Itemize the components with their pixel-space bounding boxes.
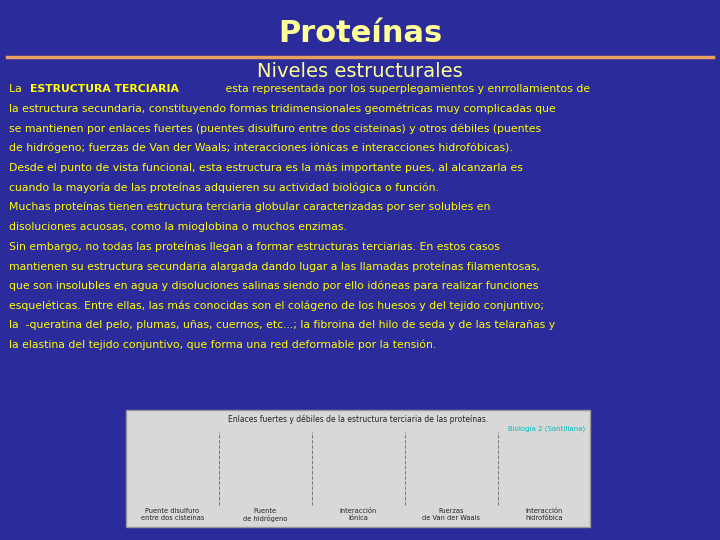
Text: Muchas proteínas tienen estructura terciaria globular caracterizadas por ser sol: Muchas proteínas tienen estructura terci…	[9, 202, 490, 212]
Text: la elastina del tejido conjuntivo, que forma una red deformable por la tensión.: la elastina del tejido conjuntivo, que f…	[9, 340, 436, 350]
Text: Biología 2 (Santillana): Biología 2 (Santillana)	[508, 426, 585, 433]
Text: Proteínas: Proteínas	[278, 19, 442, 48]
Text: se mantienen por enlaces fuertes (puentes disulfuro entre dos cisteinas) y otros: se mantienen por enlaces fuertes (puente…	[9, 123, 541, 133]
Text: que son insolubles en agua y disoluciones salinas siendo por ello idóneas para r: que son insolubles en agua y disolucione…	[9, 281, 538, 291]
Text: La: La	[9, 84, 25, 94]
Text: de hidrógeno; fuerzas de Van der Waals; interacciones iónicas e interacciones hi: de hidrógeno; fuerzas de Van der Waals; …	[9, 143, 513, 153]
Text: Niveles estructurales: Niveles estructurales	[257, 62, 463, 81]
Text: Interacción
iónica: Interacción iónica	[340, 508, 377, 521]
Text: Puente disulfuro
entre dos cisteínas: Puente disulfuro entre dos cisteínas	[140, 508, 204, 521]
Text: Desde el punto de vista funcional, esta estructura es la más importante pues, al: Desde el punto de vista funcional, esta …	[9, 163, 523, 173]
FancyBboxPatch shape	[126, 410, 590, 526]
Text: la  -queratina del pelo, plumas, uñas, cuernos, etc...; la fibroina del hilo de : la -queratina del pelo, plumas, uñas, cu…	[9, 320, 555, 330]
Text: la estructura secundaria, constituyendo formas tridimensionales geométricas muy : la estructura secundaria, constituyendo …	[9, 104, 555, 114]
Text: Sin embargo, no todas las proteínas llegan a formar estructuras terciarias. En e: Sin embargo, no todas las proteínas lleg…	[9, 241, 500, 252]
Text: esqueléticas. Entre ellas, las más conocidas son el colágeno de los huesos y del: esqueléticas. Entre ellas, las más conoc…	[9, 300, 544, 311]
Text: Enlaces fuertes y débiles de la estructura terciaria de las proteínas.: Enlaces fuertes y débiles de la estructu…	[228, 415, 488, 424]
Text: mantienen su estructura secundaria alargada dando lugar a las llamadas proteínas: mantienen su estructura secundaria alarg…	[9, 261, 540, 272]
Text: disoluciones acuosas, como la mioglobina o muchos enzimas.: disoluciones acuosas, como la mioglobina…	[9, 222, 346, 232]
Text: Interacción
hidrofóbica: Interacción hidrofóbica	[525, 508, 563, 521]
Text: Puente
de hidrógeno: Puente de hidrógeno	[243, 508, 287, 522]
Text: ESTRUCTURA TERCIARIA: ESTRUCTURA TERCIARIA	[30, 84, 179, 94]
Text: esta representada por los superplegamientos y enrrollamientos de: esta representada por los superplegamien…	[222, 84, 590, 94]
Text: cuando la mayoría de las proteínas adquieren su actividad biológica o función.: cuando la mayoría de las proteínas adqui…	[9, 183, 438, 193]
Text: Fuerzas
de Van der Waals: Fuerzas de Van der Waals	[422, 508, 480, 521]
